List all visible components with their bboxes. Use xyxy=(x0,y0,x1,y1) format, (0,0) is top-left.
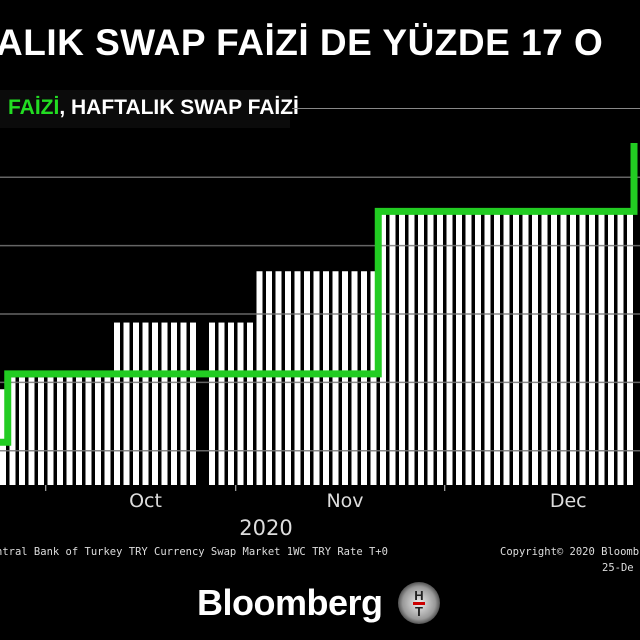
bar xyxy=(418,213,424,486)
bar xyxy=(446,213,453,486)
bar xyxy=(294,271,301,485)
bar xyxy=(47,377,54,485)
bar xyxy=(9,377,16,485)
copyright-note: Copyright© 2020 Bloomb xyxy=(500,546,640,558)
legend-white-label: , HAFTALIK SWAP FAİZİ xyxy=(59,96,299,119)
x-axis-year-label: 2020 xyxy=(239,516,293,540)
bar xyxy=(589,213,595,486)
bar xyxy=(513,213,519,486)
bar xyxy=(456,213,462,486)
bar xyxy=(579,213,586,486)
chart-title: ALIK SWAP FAİZİ DE YÜZDE 17 O xyxy=(0,22,604,63)
legend-box xyxy=(0,90,290,128)
bar xyxy=(484,213,491,486)
bar xyxy=(114,322,120,485)
bar xyxy=(627,213,633,486)
bar xyxy=(0,389,6,485)
bar xyxy=(570,213,576,486)
bar xyxy=(494,213,500,486)
bar xyxy=(275,271,282,485)
x-tick-label-nov: Nov xyxy=(326,490,364,512)
bar xyxy=(161,322,168,485)
bar xyxy=(551,213,557,486)
bar xyxy=(190,322,196,485)
bar xyxy=(285,271,291,485)
bar xyxy=(171,322,177,485)
bar xyxy=(38,377,44,485)
bloomberg-logo: Bloomberg xyxy=(197,582,383,623)
bar xyxy=(323,271,329,485)
x-tick-label-oct: Oct xyxy=(129,490,162,512)
bar xyxy=(28,377,35,485)
bar xyxy=(104,377,111,485)
bar xyxy=(389,213,396,486)
bar xyxy=(123,322,130,485)
bar xyxy=(304,271,310,485)
bar xyxy=(541,213,548,486)
bar xyxy=(218,322,225,485)
bar xyxy=(209,322,215,485)
bar xyxy=(237,322,244,485)
bar xyxy=(228,322,234,485)
green-step-line xyxy=(0,143,638,446)
bar xyxy=(532,213,538,486)
bar xyxy=(247,322,253,485)
bar xyxy=(598,213,605,486)
bar xyxy=(256,271,263,485)
bar xyxy=(152,322,158,485)
date-note: 25-De xyxy=(602,562,634,574)
bar xyxy=(351,271,358,485)
bar xyxy=(361,271,367,485)
bar xyxy=(522,213,529,486)
bar xyxy=(76,377,82,485)
bar xyxy=(437,213,443,486)
bar xyxy=(608,213,614,486)
bar xyxy=(19,377,25,485)
bar xyxy=(503,213,510,486)
x-tick-label-dec: Dec xyxy=(549,490,587,512)
bar xyxy=(66,377,73,485)
bar xyxy=(617,213,624,486)
bar xyxy=(370,271,377,485)
bar xyxy=(85,377,92,485)
bar xyxy=(313,271,320,485)
bar xyxy=(133,322,139,485)
bar xyxy=(560,213,567,486)
source-note: ntral Bank of Turkey TRY Currency Swap M… xyxy=(0,546,388,558)
bar xyxy=(475,213,481,486)
bar xyxy=(427,213,434,486)
legend: FAİZİ, HAFTALIK SWAP FAİZİ xyxy=(8,96,299,120)
bar xyxy=(142,322,149,485)
bar xyxy=(465,213,472,486)
bar xyxy=(95,377,101,485)
bar xyxy=(57,377,63,485)
bar xyxy=(408,213,415,486)
bar xyxy=(380,213,386,486)
legend-divider xyxy=(292,108,640,109)
bar xyxy=(332,271,339,485)
legend-green-label: FAİZİ xyxy=(8,96,60,119)
bar xyxy=(399,213,405,486)
bar xyxy=(266,271,272,485)
bar xyxy=(342,271,348,485)
bar xyxy=(180,322,187,485)
